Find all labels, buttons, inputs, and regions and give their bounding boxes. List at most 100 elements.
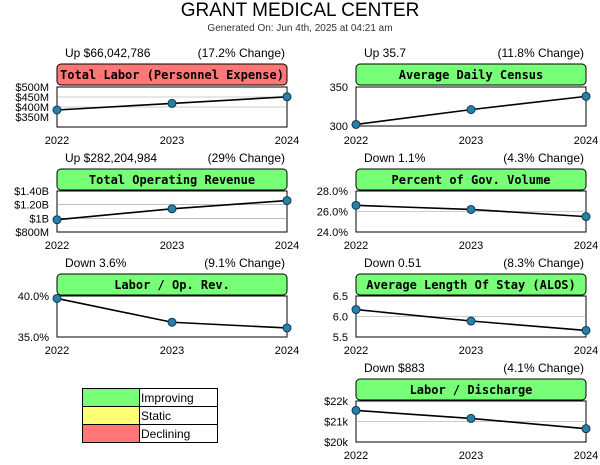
chart-title: Average Daily Census bbox=[399, 68, 544, 82]
x-tick-label: 2022 bbox=[45, 135, 69, 147]
chart-panel-total-labor-personnel-expense: Up $66,042,786 (17.2% Change) Total Labor … bbox=[15, 46, 299, 147]
data-point bbox=[282, 92, 292, 102]
x-tick-label: 2022 bbox=[45, 345, 69, 357]
data-point bbox=[282, 323, 292, 333]
chart-change: (17.2% Change) bbox=[198, 46, 285, 60]
legend-swatch-declining bbox=[82, 424, 140, 443]
data-point bbox=[466, 105, 476, 115]
chart-summary: Down 0.51 bbox=[364, 256, 422, 270]
data-point bbox=[282, 196, 292, 206]
x-tick-label: 2024 bbox=[275, 345, 299, 357]
legend-swatch-static bbox=[82, 406, 140, 425]
y-tick-label: $350M bbox=[15, 112, 49, 124]
x-tick-label: 2024 bbox=[275, 240, 299, 252]
data-point bbox=[351, 405, 361, 415]
chart-title-tab bbox=[355, 168, 587, 191]
y-tick-label: 26.0% bbox=[317, 207, 348, 219]
chart-panel-labor-discharge: Down $883 (4.1% Change) Labor / Discharge $… bbox=[324, 361, 598, 462]
y-tick-label: 6.5 bbox=[333, 291, 348, 303]
x-tick-label: 2022 bbox=[344, 240, 368, 252]
chart-change: (29% Change) bbox=[208, 151, 285, 165]
data-point bbox=[581, 212, 591, 222]
y-tick-label: 350 bbox=[330, 82, 348, 94]
y-tick-label: 300 bbox=[330, 121, 348, 133]
data-point bbox=[351, 200, 361, 210]
x-tick-label: 2023 bbox=[459, 345, 483, 357]
chart-summary: Up $66,042,786 bbox=[65, 46, 151, 60]
y-tick-label: 40.0% bbox=[18, 291, 49, 303]
chart-title: Percent of Gov. Volume bbox=[392, 173, 551, 187]
legend-row-static: Static bbox=[82, 406, 218, 425]
chart-title-tab bbox=[355, 273, 587, 296]
data-point bbox=[466, 204, 476, 214]
x-tick-label: 2023 bbox=[459, 450, 483, 462]
legend-label-static: Static bbox=[139, 406, 218, 425]
data-point bbox=[167, 98, 177, 108]
data-point bbox=[581, 325, 591, 335]
x-tick-label: 2023 bbox=[160, 345, 184, 357]
chart-summary: Down $883 bbox=[364, 361, 425, 375]
legend-row-improving: Improving bbox=[82, 388, 218, 407]
y-tick-label: $1.40B bbox=[14, 186, 49, 198]
y-tick-label: $450M bbox=[15, 92, 49, 104]
y-tick-label: $1.20B bbox=[14, 200, 49, 212]
legend-label-declining: Declining bbox=[139, 424, 218, 443]
data-point bbox=[466, 413, 476, 423]
chart-title: Average Length Of Stay (ALOS) bbox=[366, 278, 576, 292]
chart-change: (8.3% Change) bbox=[503, 256, 584, 270]
x-tick-label: 2022 bbox=[344, 345, 368, 357]
x-tick-label: 2024 bbox=[574, 345, 598, 357]
y-tick-label: 24.0% bbox=[317, 227, 348, 239]
generated-timestamp: Generated On: Jun 4th, 2025 at 04:21 am bbox=[207, 23, 393, 34]
x-tick-label: 2024 bbox=[574, 135, 598, 147]
chart-change: (4.3% Change) bbox=[503, 151, 584, 165]
chart-change: (9.1% Change) bbox=[204, 256, 285, 270]
y-tick-label: $20k bbox=[324, 437, 348, 449]
data-point bbox=[581, 91, 591, 101]
data-point bbox=[466, 316, 476, 326]
data-point bbox=[581, 424, 591, 434]
x-tick-label: 2023 bbox=[160, 135, 184, 147]
chart-title-tab bbox=[56, 273, 288, 296]
status-legend: Improving Static Declining bbox=[82, 388, 218, 443]
x-tick-label: 2023 bbox=[459, 240, 483, 252]
x-tick-label: 2024 bbox=[574, 450, 598, 462]
chart-change: (11.8% Change) bbox=[498, 46, 585, 60]
data-point bbox=[52, 105, 62, 115]
y-tick-label: $800M bbox=[15, 227, 49, 239]
chart-summary: Down 1.1% bbox=[364, 151, 426, 165]
y-tick-label: 6.0 bbox=[333, 312, 348, 324]
x-tick-label: 2022 bbox=[344, 135, 368, 147]
plot-area bbox=[56, 295, 288, 338]
chart-title-tab bbox=[355, 378, 587, 401]
chart-panel-total-operating-revenue: Up $282,204,984 (29% Change) Total Operati… bbox=[14, 151, 299, 252]
data-point bbox=[167, 317, 177, 327]
legend-row-declining: Declining bbox=[82, 424, 218, 443]
chart-title-tab bbox=[56, 63, 288, 86]
chart-title: Labor / Op. Rev. bbox=[114, 278, 230, 292]
x-tick-label: 2024 bbox=[275, 135, 299, 147]
chart-summary: Down 3.6% bbox=[65, 256, 127, 270]
y-tick-label: 5.5 bbox=[333, 332, 348, 344]
y-tick-label: $1B bbox=[29, 213, 49, 225]
chart-panel-percent-of-gov-volume: Down 1.1% (4.3% Change) Percent of Gov. Vo… bbox=[317, 151, 598, 252]
x-tick-label: 2024 bbox=[574, 240, 598, 252]
chart-panel-average-length-of-stay-alos: Down 0.51 (8.3% Change) Average Length Of … bbox=[333, 256, 599, 357]
legend-swatch-improving bbox=[82, 388, 140, 407]
chart-panel-average-daily-census: Up 35.7 (11.8% Change) Average Daily Censu… bbox=[330, 46, 599, 147]
x-tick-label: 2022 bbox=[45, 240, 69, 252]
y-tick-label: $21k bbox=[324, 417, 348, 429]
chart-title-tab bbox=[56, 168, 288, 191]
data-point bbox=[351, 305, 361, 315]
chart-title: Labor / Discharge bbox=[410, 383, 533, 397]
y-tick-label: $500M bbox=[15, 82, 49, 94]
y-tick-label: $22k bbox=[324, 396, 348, 408]
chart-title-tab bbox=[355, 63, 587, 86]
chart-summary: Up 35.7 bbox=[364, 46, 406, 60]
chart-panel-labor-op-rev: Down 3.6% (9.1% Change) Labor / Op. Rev. 40… bbox=[18, 256, 299, 357]
legend-label-improving: Improving bbox=[139, 388, 218, 407]
x-tick-label: 2022 bbox=[344, 450, 368, 462]
y-tick-label: $400M bbox=[15, 102, 49, 114]
data-point bbox=[351, 119, 361, 129]
